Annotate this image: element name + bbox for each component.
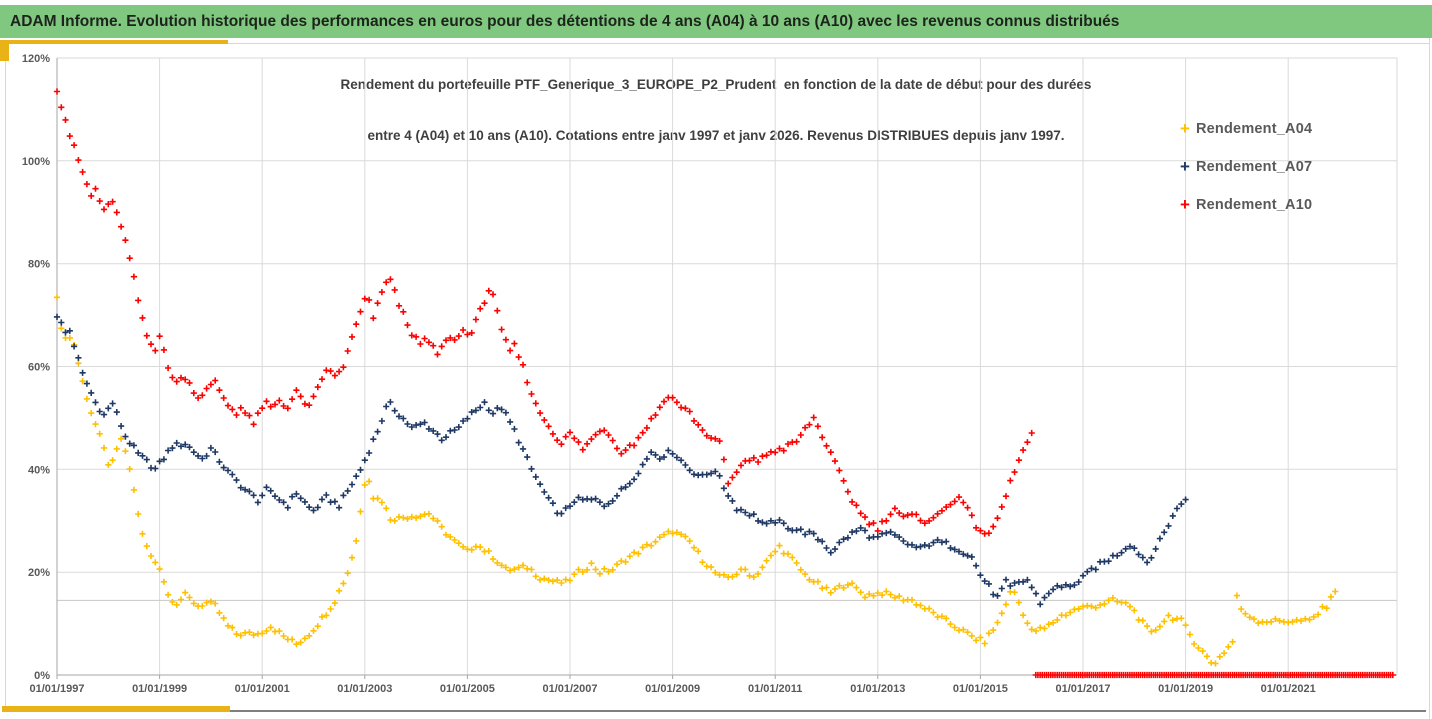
- legend-label: Rendement_A04: [1196, 121, 1313, 137]
- x-tick-label: 01/01/2013: [850, 683, 905, 695]
- x-tick-label: 01/01/2003: [337, 683, 392, 695]
- y-tick-label: 80%: [28, 259, 50, 271]
- x-tick-label: 01/01/2017: [1055, 683, 1110, 695]
- legend-item-rendement-a07[interactable]: + Rendement_A07: [1180, 156, 1410, 178]
- y-tick-label: 0%: [34, 670, 50, 682]
- horizontal-scrollbar-thumb[interactable]: [2, 706, 230, 712]
- chart-title: Rendement du portefeuille PTF_Generique_…: [0, 42, 1432, 178]
- header-banner: ADAM Informe. Evolution historique des p…: [0, 5, 1432, 38]
- y-tick-label: 40%: [28, 464, 50, 476]
- plus-marker-icon: +: [1180, 195, 1190, 214]
- x-tick-label: 01/01/2009: [645, 683, 700, 695]
- chart-legend: + Rendement_A04 + Rendement_A07 + Rendem…: [1180, 118, 1410, 232]
- legend-label: Rendement_A07: [1196, 159, 1313, 175]
- gold-accent-line: [0, 40, 228, 44]
- x-tick-label: 01/01/2019: [1158, 683, 1213, 695]
- y-tick-label: 20%: [28, 567, 50, 579]
- right-column-divider: [1429, 5, 1430, 719]
- left-column-divider: [5, 44, 6, 706]
- chart-title-line1: Rendement du portefeuille PTF_Generique_…: [340, 77, 1092, 92]
- plus-marker-icon: +: [1180, 157, 1190, 176]
- x-tick-label: 01/01/2005: [440, 683, 495, 695]
- legend-item-rendement-a10[interactable]: + Rendement_A10: [1180, 194, 1410, 216]
- series-rendement_a07[interactable]: [53, 313, 1189, 608]
- series-rendement_a10[interactable]: [53, 88, 1396, 679]
- x-tick-label: 01/01/1999: [132, 683, 187, 695]
- plus-marker-icon: +: [1180, 119, 1190, 138]
- y-tick-label: 120%: [22, 53, 50, 65]
- chart-title-line2: entre 4 (A04) et 10 ans (A10). Cotations…: [367, 128, 1065, 143]
- x-tick-label: 01/01/1997: [29, 683, 84, 695]
- x-tick-label: 01/01/2015: [953, 683, 1008, 695]
- legend-label: Rendement_A10: [1196, 197, 1313, 213]
- series-rendement_a04[interactable]: [53, 294, 1339, 667]
- header-bottom-border: [228, 43, 1429, 44]
- header-title: ADAM Informe. Evolution historique des p…: [10, 12, 1120, 30]
- x-tick-label: 01/01/2011: [748, 683, 802, 695]
- legend-item-rendement-a04[interactable]: + Rendement_A04: [1180, 118, 1410, 140]
- y-tick-label: 60%: [28, 362, 50, 374]
- gold-accent-block: [0, 44, 9, 61]
- bottom-divider: [230, 710, 1426, 712]
- y-tick-label: 100%: [22, 156, 50, 168]
- x-tick-label: 01/01/2021: [1261, 683, 1316, 695]
- x-tick-label: 01/01/2001: [235, 683, 290, 695]
- x-tick-label: 01/01/2007: [542, 683, 597, 695]
